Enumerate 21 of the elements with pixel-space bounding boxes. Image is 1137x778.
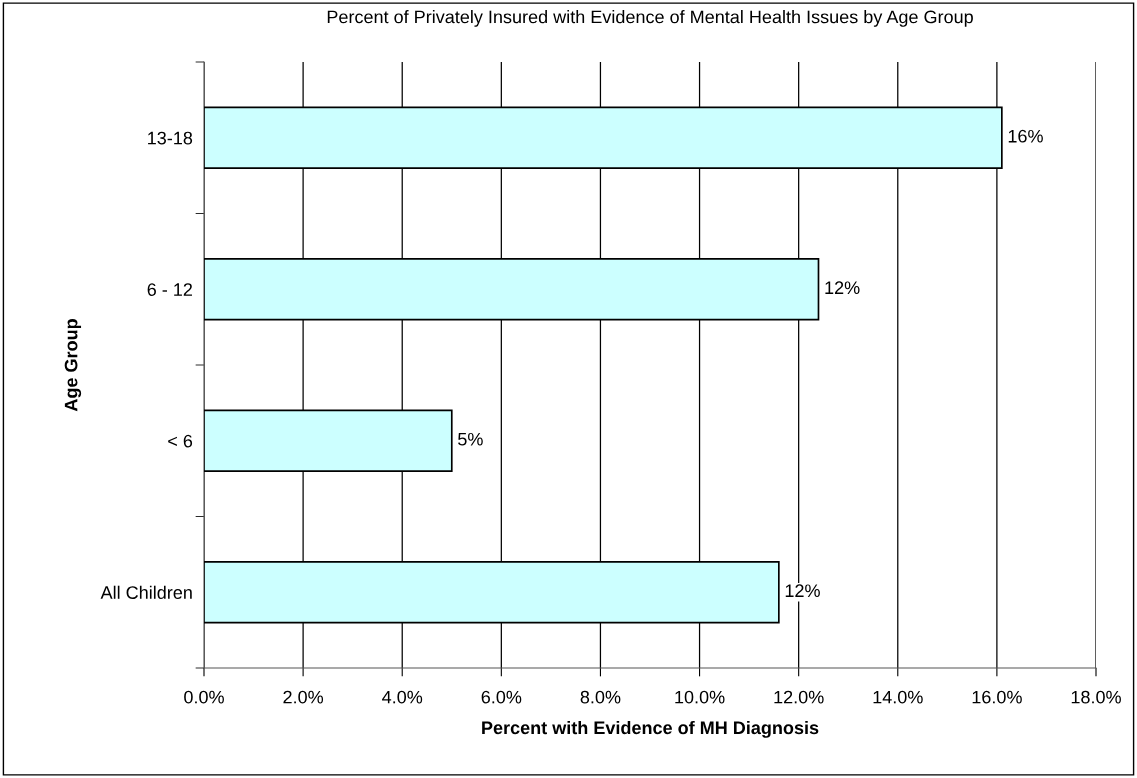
x-tick-label: 8.0% <box>580 690 621 704</box>
y-tick-label: 6 - 12 <box>147 283 192 296</box>
data-label: 12% <box>825 281 860 295</box>
y-tick-label: < 6 <box>168 434 193 448</box>
x-tick-label: 6.0% <box>481 690 522 704</box>
data-label: 16% <box>1008 129 1043 143</box>
x-tick-label: 18.0% <box>1071 690 1121 704</box>
y-tick-label: 13-18 <box>148 131 193 145</box>
x-axis-title: Percent with Evidence of MH Diagnosis <box>482 720 819 738</box>
data-label: 5% <box>458 432 483 446</box>
x-tick-label: 12.0% <box>774 690 824 704</box>
data-label: 12% <box>785 584 820 598</box>
x-tick-label: 0.0% <box>184 690 224 704</box>
x-tick-label: 4.0% <box>382 690 423 704</box>
x-tick-label: 14.0% <box>873 690 923 704</box>
y-tick-label: All Children <box>100 585 192 599</box>
x-tick-label: 16.0% <box>972 690 1022 704</box>
x-tick-label: 10.0% <box>675 690 725 704</box>
y-axis-title: Age Group <box>64 319 82 412</box>
x-tick-label: 2.0% <box>283 690 324 704</box>
chart-title: Percent of Privately Insured with Evidence of Mental Health Issues by Age Group <box>327 10 973 27</box>
